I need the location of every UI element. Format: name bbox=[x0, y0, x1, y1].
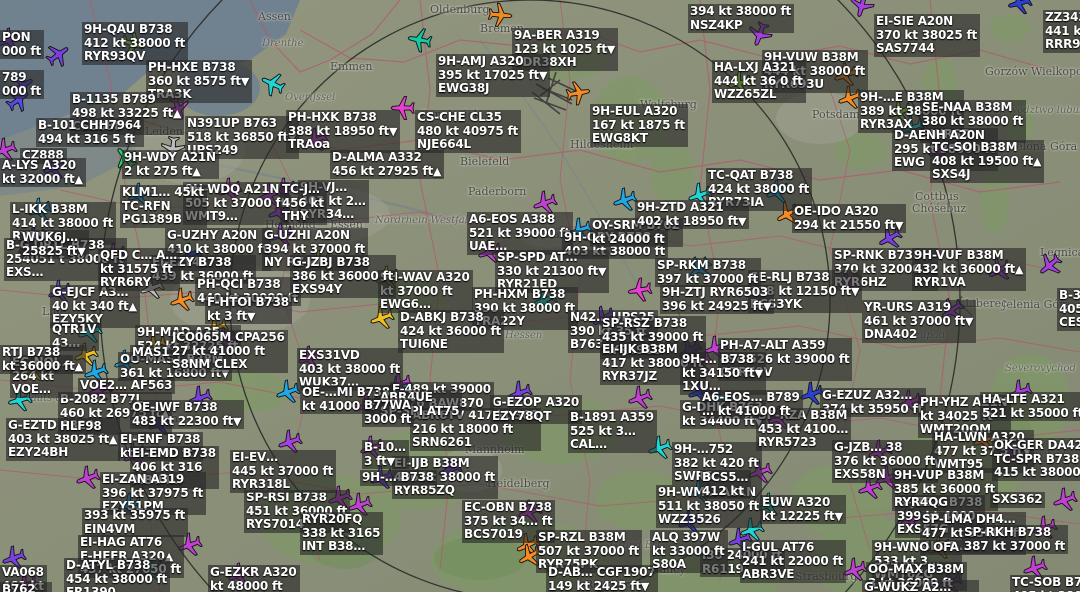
map-canvas[interactable]: Assen Drenthe Emmen Overijssel Leiden Paderbo… bbox=[0, 0, 1080, 592]
map-terrain bbox=[0, 0, 1080, 592]
flight-radar-map[interactable]: Assen Drenthe Emmen Overijssel Leiden Paderbo… bbox=[0, 0, 1080, 592]
